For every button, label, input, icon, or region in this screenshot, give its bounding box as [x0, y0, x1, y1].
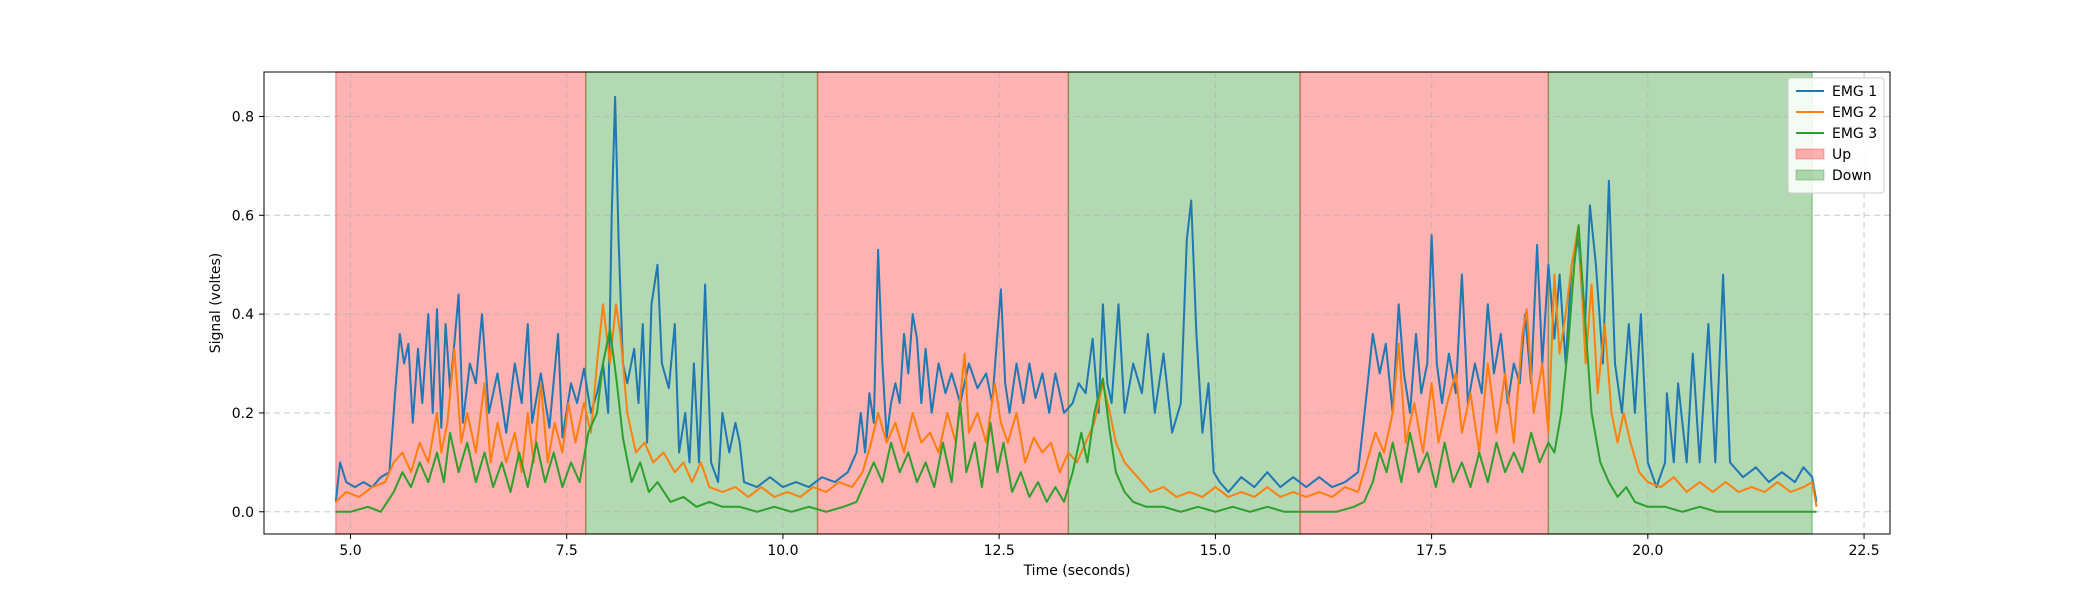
legend-label-emg-2: EMG 2 — [1832, 105, 1877, 121]
legend: EMG 1 EMG 2 EMG 3 Up Down — [1787, 77, 1885, 194]
series-line-emg-3 — [335, 224, 1817, 513]
phase-regions — [335, 71, 1813, 535]
legend-swatch-down — [1795, 169, 1825, 181]
x-tick-label: 20.0 — [1632, 543, 1663, 559]
y-tick-label: 0.4 — [232, 307, 254, 323]
region-down-5 — [1547, 71, 1813, 535]
legend-box — [1787, 77, 1885, 194]
plot-frame — [263, 71, 1891, 535]
x-tick-label: 17.5 — [1416, 543, 1447, 559]
x-axis-ticks: 5.0 7.5 10.0 12.5 15.0 17.5 20.0 22.5 — [339, 534, 1880, 559]
region-up-4 — [1299, 71, 1550, 535]
legend-swatch-up — [1795, 148, 1825, 160]
x-tick-label: 15.0 — [1200, 543, 1231, 559]
legend-label-emg-1: EMG 1 — [1832, 84, 1877, 100]
x-tick-label: 7.5 — [556, 543, 578, 559]
series-line-emg-1 — [334, 95, 1818, 503]
series-lines — [334, 95, 1818, 513]
x-tick-label: 10.0 — [767, 543, 798, 559]
region-down-1 — [584, 71, 819, 535]
legend-label-down: Down — [1832, 168, 1872, 184]
y-axis-ticks: 0.0 0.2 0.4 0.6 0.8 — [232, 109, 264, 521]
x-tick-label: 5.0 — [339, 543, 361, 559]
y-tick-label: 0.2 — [232, 406, 254, 422]
x-tick-label: 12.5 — [984, 543, 1015, 559]
region-up-0 — [335, 71, 587, 535]
y-axis-label: Signal (voltes) — [208, 253, 224, 354]
region-up-2 — [816, 71, 1070, 535]
x-tick-label: 22.5 — [1848, 543, 1879, 559]
series-line-emg-2 — [335, 224, 1818, 507]
legend-label-up: Up — [1832, 147, 1851, 163]
y-tick-label: 0.8 — [232, 109, 254, 125]
x-axis-label: Time (seconds) — [1023, 563, 1131, 579]
y-tick-label: 0.0 — [232, 505, 254, 521]
y-tick-label: 0.6 — [232, 208, 254, 224]
legend-label-emg-3: EMG 3 — [1832, 126, 1877, 142]
